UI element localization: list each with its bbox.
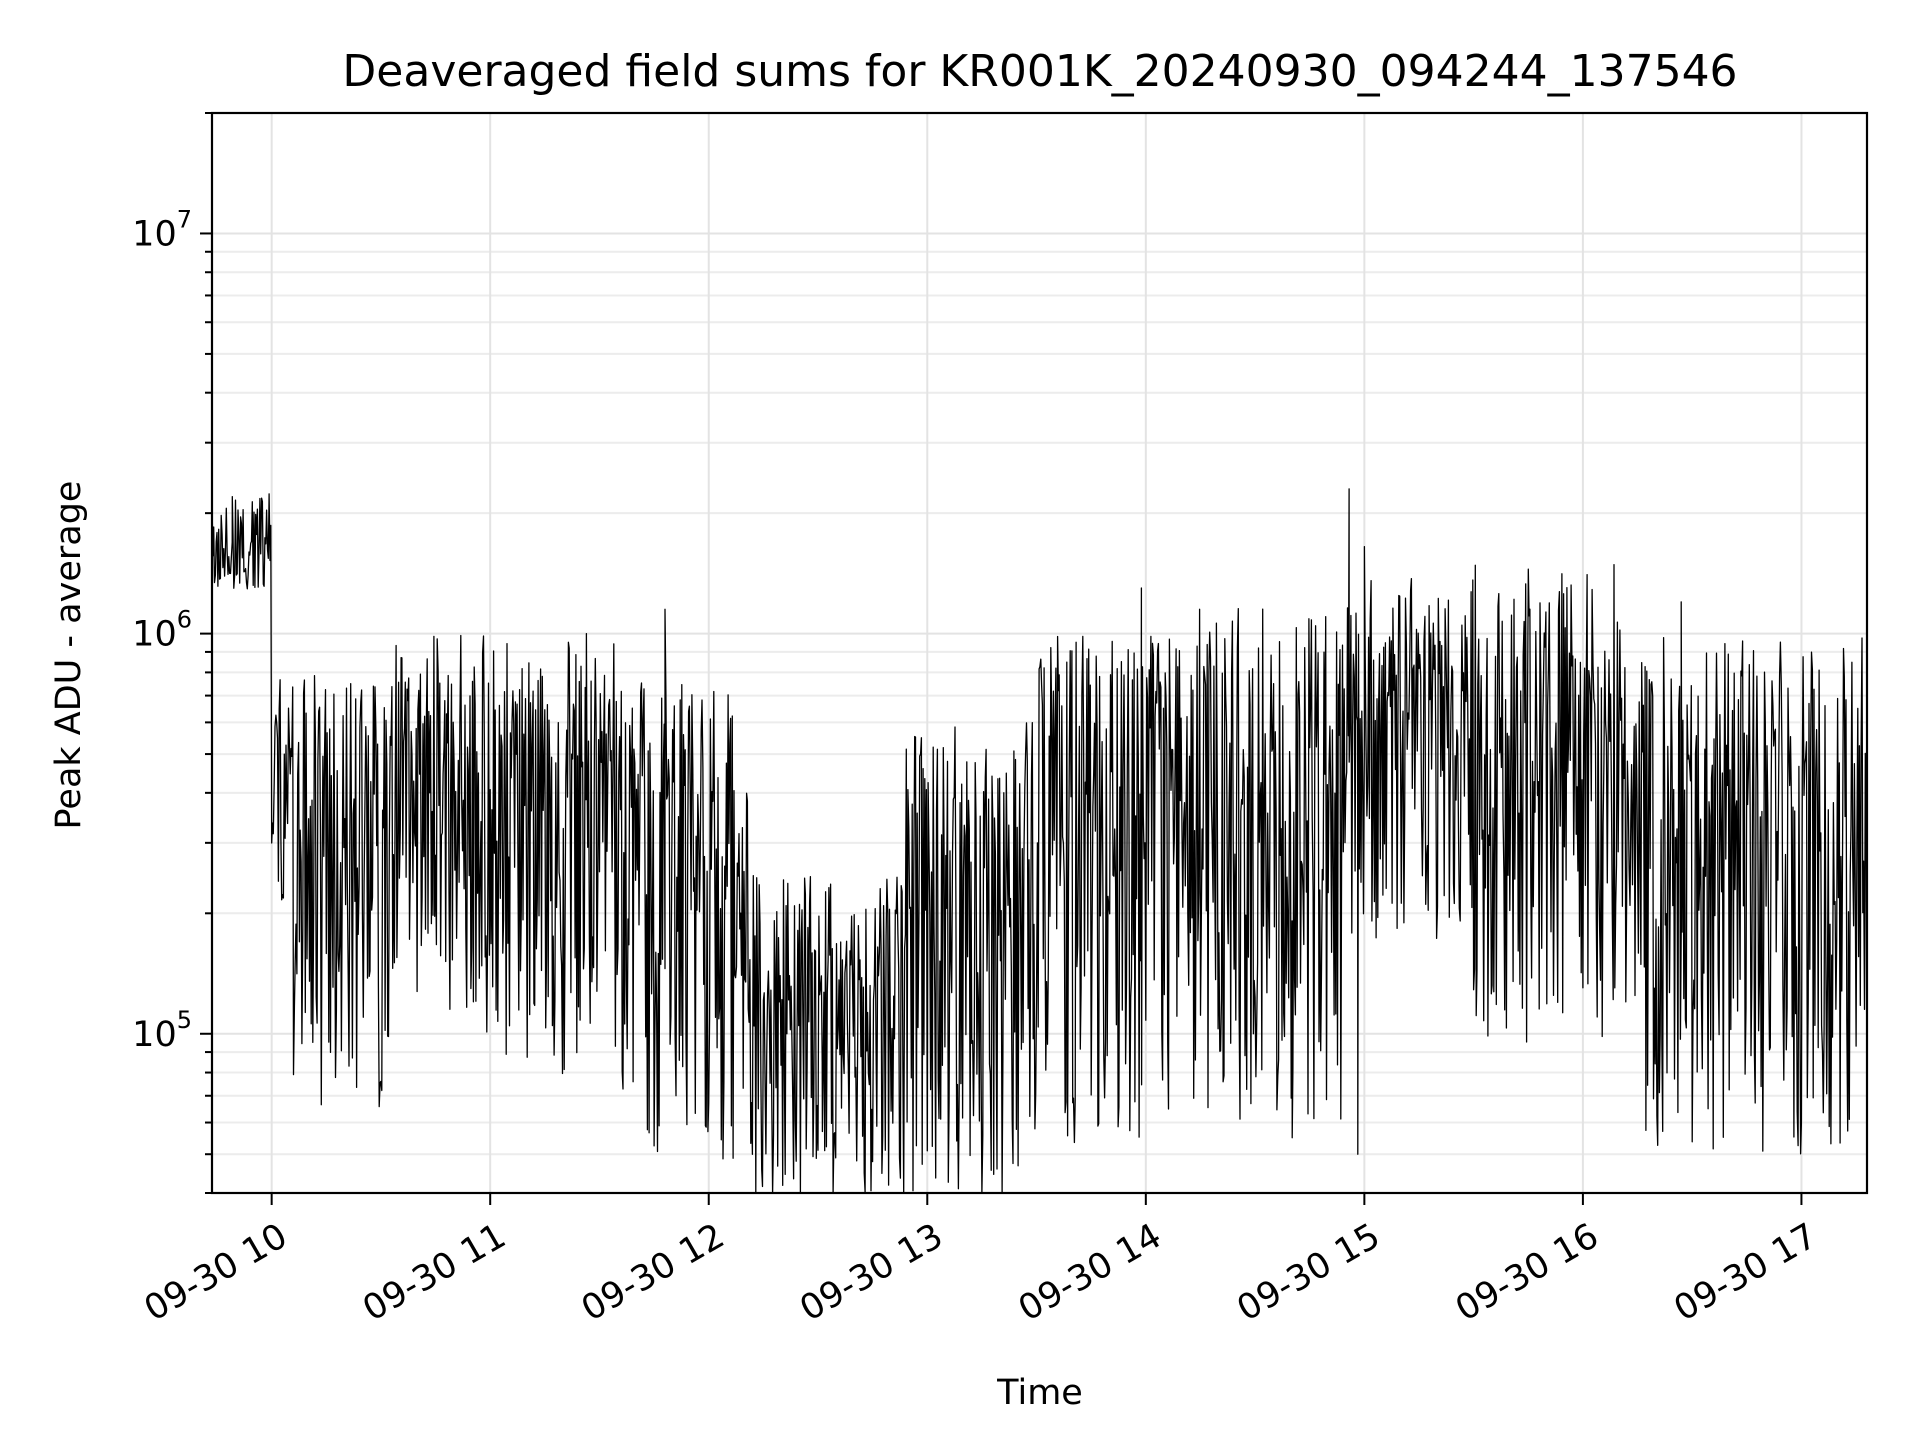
plot-frame: [210, 111, 1869, 1195]
y-axis: 105 106 107: [132, 112, 212, 1194]
series-line: [211, 488, 1868, 1194]
x-axis-label: Time: [996, 1373, 1083, 1413]
y-axis-label: Peak ADU - average: [49, 481, 89, 830]
chart-title: Deaveraged field sums for KR001K_2024093…: [342, 46, 1737, 97]
series-layer: [211, 488, 1868, 1194]
y-tick-label: 106: [132, 606, 192, 655]
y-tick-label: 107: [132, 205, 192, 254]
y-tick-label: 105: [132, 1006, 192, 1055]
